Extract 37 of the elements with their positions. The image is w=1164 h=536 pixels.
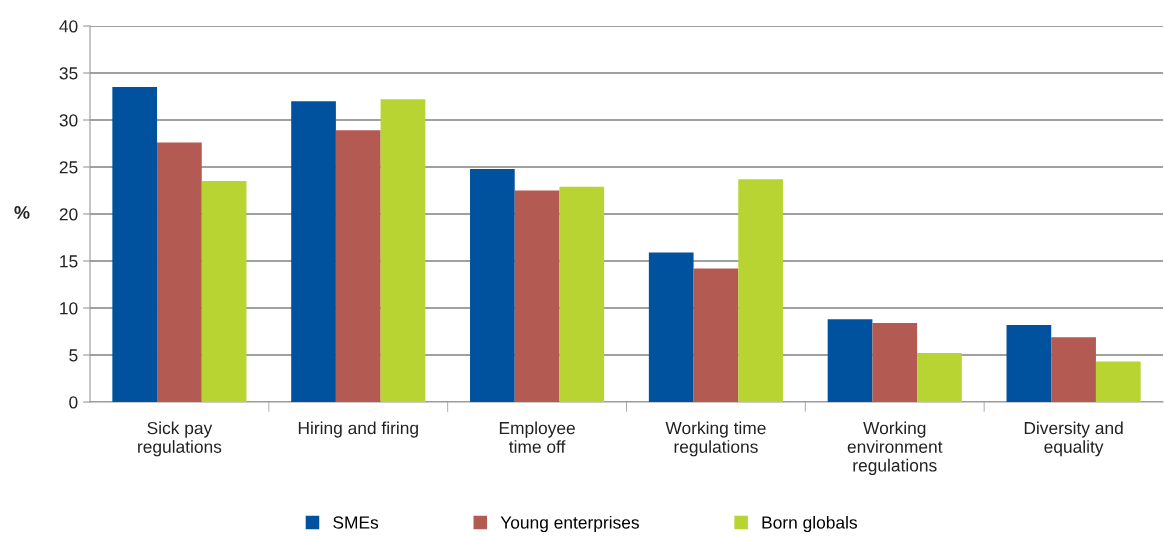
legend-label: Young enterprises — [500, 515, 639, 533]
y-tick-label: 25 — [59, 161, 78, 174]
bar — [648, 252, 694, 402]
bar — [291, 101, 336, 402]
y-tick-label: 30 — [59, 114, 78, 127]
legend-label: SMEs — [333, 516, 379, 529]
bar — [559, 186, 605, 402]
x-tick-label: Hiring and firing — [298, 421, 418, 438]
bar — [157, 142, 202, 402]
y-tick-label: 0 — [69, 396, 78, 409]
x-tick-label: Employee time off — [499, 421, 575, 453]
y-tick-label: 10 — [60, 302, 78, 315]
bar — [380, 99, 426, 402]
x-tick-label: Working time regulations — [665, 421, 766, 457]
bar — [335, 130, 381, 402]
bar — [1095, 361, 1141, 402]
y-axis-title: % — [14, 206, 30, 219]
bar — [872, 323, 918, 402]
y-tick-label: 35 — [59, 67, 78, 80]
y-tick-label: 20 — [59, 208, 78, 221]
bar — [470, 168, 515, 402]
bar — [1006, 324, 1052, 402]
y-tick-label: 5 — [69, 349, 78, 362]
bar — [917, 353, 962, 402]
bar — [201, 181, 247, 402]
bar — [112, 87, 158, 402]
bar — [693, 268, 739, 402]
y-tick-label: 15 — [60, 255, 78, 268]
bar — [1051, 337, 1096, 402]
bar — [514, 190, 560, 402]
x-tick-label: Working environment regulations — [847, 421, 943, 476]
bar — [827, 319, 873, 402]
bar — [738, 179, 783, 402]
x-tick-label: Diversity and equality — [1024, 421, 1123, 457]
y-tick-label: 40 — [59, 20, 78, 33]
x-tick-label: Sick pay regulations — [138, 421, 222, 457]
legend-label: Born globals — [762, 515, 857, 533]
